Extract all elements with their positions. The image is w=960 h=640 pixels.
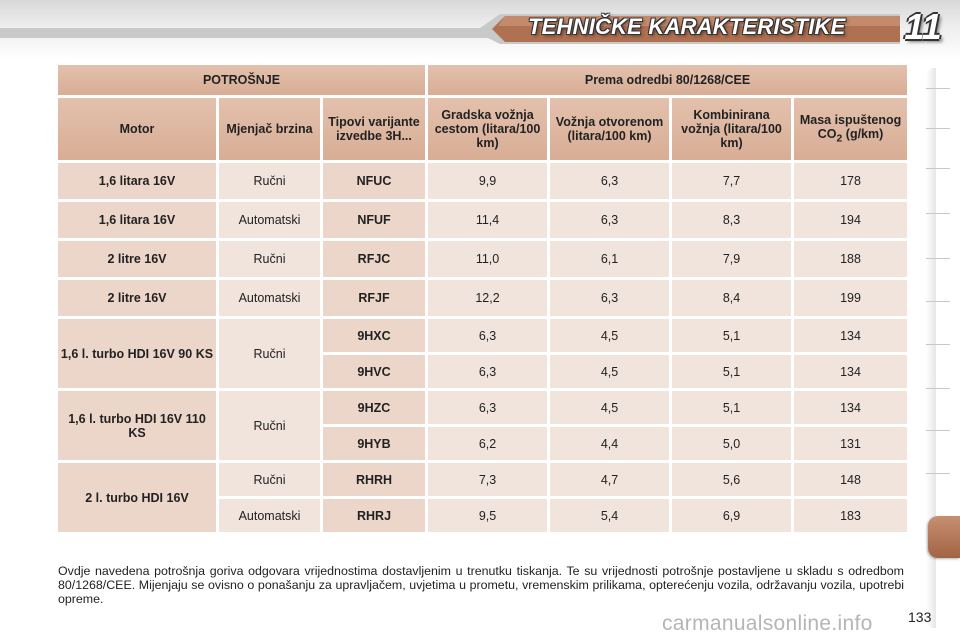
page-number: 133 [908, 609, 932, 625]
co2-cell: 183 [794, 499, 908, 532]
co2-cell: 134 [794, 355, 908, 388]
gearbox-cell: Ručni [219, 463, 320, 496]
extra-urban-cell: 4,5 [550, 319, 670, 352]
engine-cell: 1,6 l. turbo HDI 16V 90 KS [58, 319, 216, 388]
combined-cell: 5,1 [672, 391, 792, 424]
engine-cell: 2 l. turbo HDI 16V [58, 463, 216, 532]
table-row: 1,6 l. turbo HDI 16V 110 KS Ručni 9HZC 6… [58, 391, 908, 460]
fuel-consumption-table: POTROŠNJE Prema odredbi 80/1268/CEE Moto… [55, 62, 910, 535]
chapter-tab-strip [926, 68, 960, 628]
column-header-gearbox: Mjenjač brzina [219, 98, 320, 160]
gearbox-cell: Ručni [219, 319, 320, 388]
co2-cell: 134 [794, 391, 908, 424]
variant-cell: RFJF [323, 280, 426, 316]
watermark: carmanualsonline.info [662, 612, 873, 635]
co2-cell: 199 [794, 280, 908, 316]
gearbox-cell: Automatski [219, 202, 320, 238]
combined-cell: 7,7 [672, 163, 792, 199]
extra-urban-cell: 6,3 [550, 280, 670, 316]
engine-cell: 2 litre 16V [58, 241, 216, 277]
extra-urban-cell: 6,1 [550, 241, 670, 277]
urban-cell: 6,3 [428, 391, 548, 424]
combined-cell: 8,4 [672, 280, 792, 316]
group-header-consumption: POTROŠNJE [58, 65, 426, 95]
column-header-variant: Tipovi varijante izvedbe 3H... [323, 98, 426, 160]
co2-cell: 178 [794, 163, 908, 199]
gearbox-cell: Automatski [219, 499, 320, 532]
chapter-tab-active[interactable] [928, 516, 960, 558]
urban-cell: 12,2 [428, 280, 548, 316]
table-row: 1,6 l. turbo HDI 16V 90 KS Ručni 9HXC 6,… [58, 319, 908, 388]
combined-cell: 7,9 [672, 241, 792, 277]
urban-cell: 11,4 [428, 202, 548, 238]
co2-cell: 194 [794, 202, 908, 238]
extra-urban-cell: 4,5 [550, 355, 670, 388]
variant-cell: 9HYB [323, 427, 426, 460]
engine-cell: 1,6 l. turbo HDI 16V 110 KS [58, 391, 216, 460]
extra-urban-cell: 6,3 [550, 202, 670, 238]
co2-cell: 131 [794, 427, 908, 460]
gearbox-cell: Ručni [219, 391, 320, 460]
gearbox-cell: Ručni [219, 163, 320, 199]
combined-cell: 5,6 [672, 463, 792, 496]
extra-urban-cell: 4,4 [550, 427, 670, 460]
variant-cell: 9HXC [323, 319, 426, 352]
co2-cell: 188 [794, 241, 908, 277]
variant-cell: 9HVC [323, 355, 426, 388]
extra-urban-cell: 4,7 [550, 463, 670, 496]
header-ribbon [0, 14, 900, 44]
column-header-motor: Motor [58, 98, 216, 160]
urban-cell: 11,0 [428, 241, 548, 277]
column-header-combined: Kombinirana vožnja (litara/100 km) [672, 98, 792, 160]
engine-cell: 1,6 litara 16V [58, 202, 216, 238]
urban-cell: 6,3 [428, 319, 548, 352]
table-row: 2 litre 16V Ručni RFJC 11,0 6,1 7,9 188 [58, 241, 908, 277]
table-row: 9HVC 6,3 4,5 5,1 134 [58, 355, 908, 388]
table-row: 9HYB 6,2 4,4 5,0 131 [58, 427, 908, 460]
table-row: 2 l. turbo HDI 16V Ručni RHRH 7,3 4,7 5,… [58, 463, 908, 532]
extra-urban-cell: 4,5 [550, 391, 670, 424]
variant-cell: 9HZC [323, 391, 426, 424]
variant-cell: NFUF [323, 202, 426, 238]
combined-cell: 5,1 [672, 319, 792, 352]
urban-cell: 9,9 [428, 163, 548, 199]
column-header-urban: Gradska vožnja cestom (litara/100 km) [428, 98, 548, 160]
combined-cell: 5,0 [672, 427, 792, 460]
chapter-number: 11 [904, 6, 942, 47]
combined-cell: 5,1 [672, 355, 792, 388]
column-header-co2: Masa ispuštenog CO2 (g/km) [794, 98, 908, 160]
gearbox-cell: Ručni [219, 241, 320, 277]
page-title: TEHNIČKE KARAKTERISTIKE [528, 14, 846, 39]
co2-cell: 134 [794, 319, 908, 352]
table-row: 1,6 litara 16V Automatski NFUF 11,4 6,3 … [58, 202, 908, 238]
extra-urban-cell: 6,3 [550, 163, 670, 199]
column-header-extra-urban: Vožnja otvorenom (litara/100 km) [550, 98, 670, 160]
footnote-text: Ovdje navedena potrošnja goriva odgovara… [58, 564, 904, 606]
engine-cell: 1,6 litara 16V [58, 163, 216, 199]
table-row: Automatski RHRJ 9,5 5,4 6,9 183 [58, 499, 908, 532]
combined-cell: 8,3 [672, 202, 792, 238]
table-row: 2 litre 16V Automatski RFJF 12,2 6,3 8,4… [58, 280, 908, 316]
urban-cell: 9,5 [428, 499, 548, 532]
engine-cell: 2 litre 16V [58, 280, 216, 316]
variant-cell: NFUC [323, 163, 426, 199]
urban-cell: 7,3 [428, 463, 548, 496]
combined-cell: 6,9 [672, 499, 792, 532]
urban-cell: 6,3 [428, 355, 548, 388]
gearbox-cell: Automatski [219, 280, 320, 316]
urban-cell: 6,2 [428, 427, 548, 460]
variant-cell: RHRH [323, 463, 426, 496]
group-header-regulation: Prema odredbi 80/1268/CEE [428, 65, 908, 95]
variant-cell: RHRJ [323, 499, 426, 532]
extra-urban-cell: 5,4 [550, 499, 670, 532]
variant-cell: RFJC [323, 241, 426, 277]
table-row: 1,6 litara 16V Ručni NFUC 9,9 6,3 7,7 17… [58, 163, 908, 199]
co2-cell: 148 [794, 463, 908, 496]
